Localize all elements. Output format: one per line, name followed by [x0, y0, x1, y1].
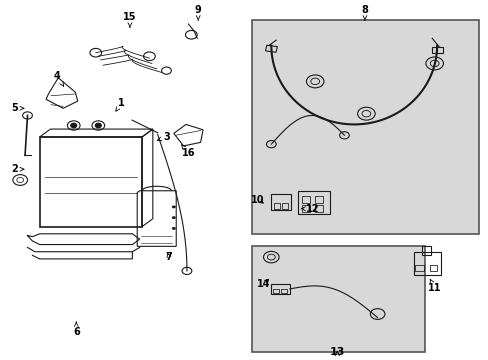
- Text: 15: 15: [123, 12, 136, 27]
- Text: 16: 16: [182, 145, 195, 158]
- Text: 4: 4: [53, 71, 63, 86]
- Bar: [265, 45, 277, 52]
- Bar: [414, 265, 423, 271]
- Bar: [251, 246, 424, 352]
- Bar: [301, 205, 310, 212]
- Text: 14: 14: [257, 279, 270, 289]
- Bar: [413, 252, 440, 275]
- Text: 3: 3: [157, 132, 169, 142]
- Circle shape: [95, 123, 101, 128]
- Bar: [314, 196, 323, 203]
- Text: 13: 13: [329, 347, 344, 357]
- Text: 9: 9: [194, 5, 201, 20]
- Bar: [272, 289, 278, 293]
- Bar: [271, 284, 289, 294]
- Text: 6: 6: [73, 322, 80, 337]
- Circle shape: [171, 216, 175, 219]
- Bar: [40, 137, 142, 226]
- Bar: [429, 265, 436, 271]
- Bar: [314, 205, 323, 212]
- Circle shape: [171, 227, 175, 230]
- Text: 11: 11: [427, 279, 441, 293]
- Bar: [431, 47, 442, 53]
- Text: 2: 2: [11, 164, 24, 174]
- Text: 8: 8: [361, 5, 367, 20]
- Circle shape: [171, 206, 175, 208]
- Bar: [251, 21, 478, 234]
- Circle shape: [71, 123, 77, 128]
- Bar: [273, 203, 279, 209]
- Bar: [282, 203, 287, 209]
- Bar: [281, 289, 286, 293]
- Bar: [422, 246, 430, 255]
- Bar: [271, 194, 290, 211]
- Text: 10: 10: [251, 195, 264, 205]
- Bar: [298, 191, 329, 214]
- Bar: [301, 196, 310, 203]
- Text: 5: 5: [11, 103, 24, 113]
- Text: 7: 7: [165, 252, 172, 262]
- Text: 12: 12: [301, 204, 319, 214]
- Text: 1: 1: [116, 98, 125, 111]
